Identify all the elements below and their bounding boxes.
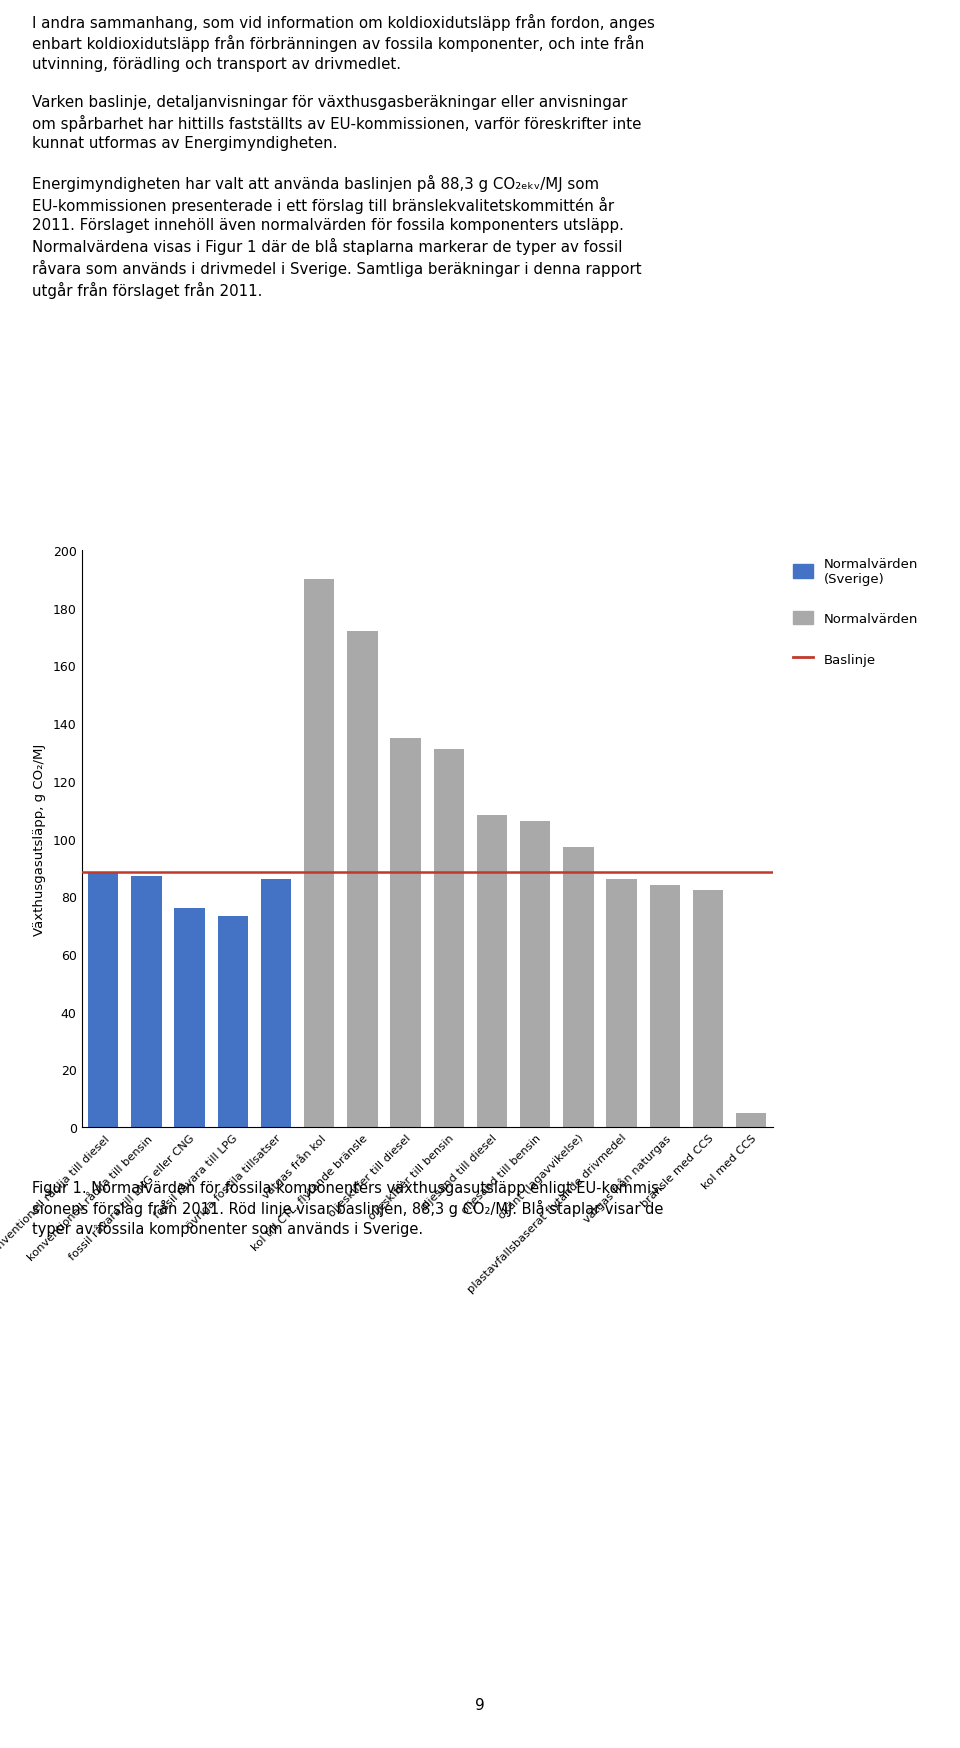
Bar	[132, 876, 161, 1127]
Bar	[348, 631, 377, 1127]
Bar	[304, 580, 334, 1127]
Bar	[520, 822, 550, 1127]
Text: I andra sammanhang, som vid information om koldioxidutsläpp från fordon, anges
e: I andra sammanhang, som vid information …	[32, 14, 655, 299]
Bar	[175, 909, 204, 1127]
Text: Figur 1. Normalvärden för fossila komponenters växthusgasutsläpp enligt EU-kommi: Figur 1. Normalvärden för fossila kompon…	[32, 1180, 664, 1236]
Legend: Normalvärden
(Sverige), Normalvärden, Baslinje: Normalvärden (Sverige), Normalvärden, Ba…	[793, 558, 918, 666]
Y-axis label: Växthusgasutsläpp, g CO₂/MJ: Växthusgasutsläpp, g CO₂/MJ	[33, 743, 46, 935]
Bar	[564, 848, 593, 1127]
Bar	[736, 1113, 766, 1127]
Bar	[391, 738, 420, 1127]
Bar	[434, 750, 464, 1127]
Text: 9: 9	[475, 1697, 485, 1711]
Bar	[607, 879, 636, 1127]
Bar	[88, 874, 118, 1127]
Bar	[261, 879, 291, 1127]
Bar	[693, 891, 723, 1127]
Bar	[218, 918, 248, 1127]
Bar	[477, 816, 507, 1127]
Bar	[650, 884, 680, 1127]
